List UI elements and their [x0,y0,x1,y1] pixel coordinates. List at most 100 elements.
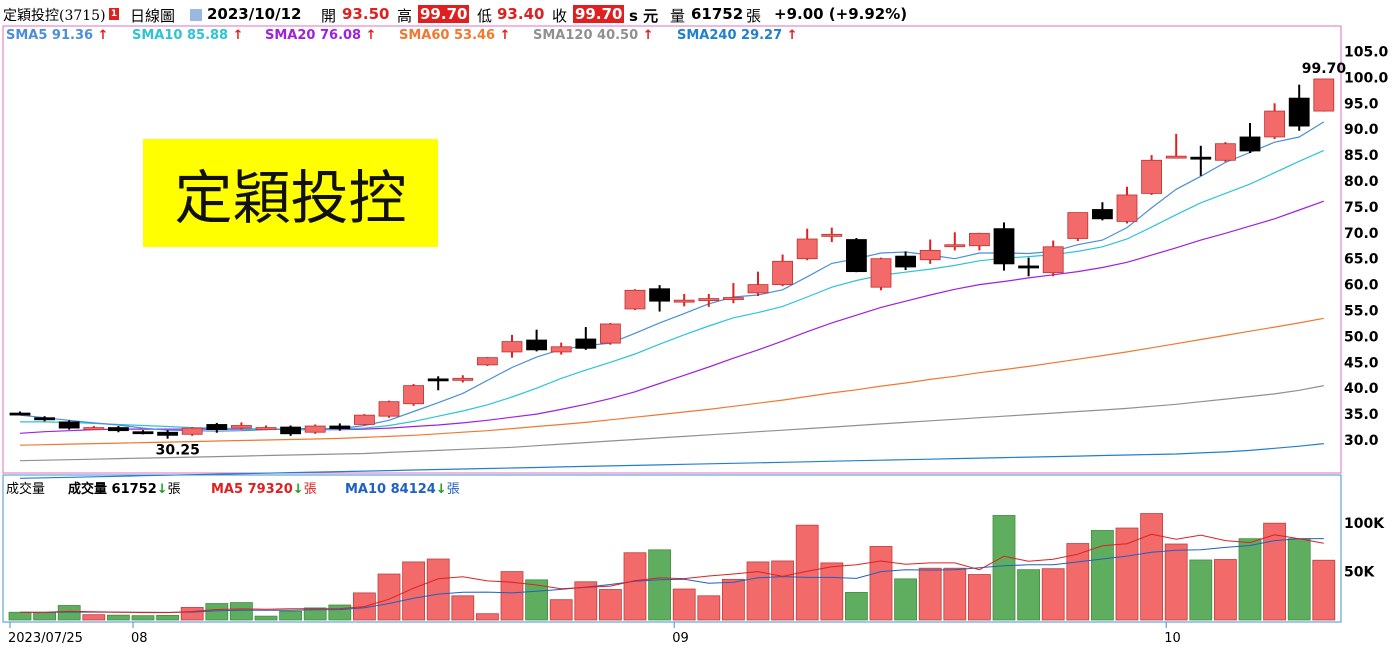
candle[interactable] [624,289,646,310]
candle[interactable] [255,425,277,431]
volume-bar[interactable] [328,604,352,621]
volume-bar[interactable] [1287,538,1311,621]
volume-bar[interactable] [968,574,991,621]
candle[interactable] [1215,142,1236,162]
volume-bar[interactable] [303,607,327,621]
volume-bar[interactable] [746,561,770,621]
volume-bar[interactable] [402,561,426,621]
volume-bar[interactable] [500,571,524,621]
candle[interactable] [280,425,302,436]
candle[interactable] [944,232,966,251]
volume-bar[interactable] [131,615,155,621]
volume-bar[interactable] [1214,559,1237,621]
candle[interactable] [230,422,252,430]
candle[interactable] [34,416,55,422]
candle[interactable] [673,293,695,307]
candle[interactable] [157,430,179,439]
volume-bar[interactable] [894,578,917,621]
volume-bar[interactable] [475,613,499,621]
candle[interactable] [403,384,425,406]
volume-bar[interactable] [377,573,401,621]
candle[interactable] [353,414,375,426]
volume-bar[interactable] [845,592,868,621]
candle[interactable] [329,423,351,431]
volume-bar[interactable] [820,562,844,621]
candle[interactable] [919,239,941,264]
candle[interactable] [108,426,129,433]
candle[interactable] [476,357,498,366]
candle[interactable] [206,422,228,433]
volume-bar[interactable] [992,515,1016,621]
volume-bar[interactable] [648,549,671,621]
candle[interactable] [1042,240,1064,277]
volume-bar[interactable] [205,603,229,621]
volume-bar[interactable] [1115,527,1139,621]
candle[interactable] [132,430,154,435]
volume-bar[interactable] [1263,522,1286,621]
candle[interactable] [9,411,31,416]
candle[interactable] [304,424,326,434]
volume-bar[interactable] [623,552,647,621]
candle[interactable] [1264,103,1285,140]
candle[interactable] [1141,155,1162,195]
volume-bar[interactable] [1312,559,1336,621]
volume-bar[interactable] [549,599,573,621]
calendar-icon[interactable] [190,9,202,21]
candle[interactable] [1018,257,1039,277]
candle[interactable] [723,283,744,304]
volume-bar[interactable] [180,607,204,621]
volume-bar[interactable] [229,602,253,621]
candle[interactable] [772,254,793,287]
candle[interactable] [452,375,474,383]
candle[interactable] [747,271,769,296]
volume-bar[interactable] [1189,559,1213,621]
volume-bar[interactable] [918,567,942,621]
candle[interactable] [1313,78,1335,112]
candle[interactable] [1067,212,1089,242]
candle[interactable] [501,334,523,358]
volume-bar[interactable] [1066,543,1090,621]
candle[interactable] [378,400,400,418]
candle[interactable] [870,257,892,291]
volume-bar[interactable] [1091,530,1114,621]
candle[interactable] [575,327,597,350]
volume-bar[interactable] [451,595,475,621]
candle[interactable] [1190,145,1212,176]
volume-bar[interactable] [1041,568,1065,621]
candle[interactable] [1092,202,1113,221]
candle[interactable] [1165,133,1187,159]
volume-bar[interactable] [8,611,32,621]
volume-bar[interactable] [57,605,81,621]
volume-bar[interactable] [599,589,622,621]
volume-bar[interactable] [525,579,548,621]
volume-bar[interactable] [82,614,106,621]
volume-bar[interactable] [254,615,278,621]
volume-bar[interactable] [1238,538,1262,621]
candle[interactable] [821,227,843,243]
candle[interactable] [993,222,1015,271]
candle[interactable] [58,420,80,430]
candle[interactable] [550,342,572,355]
volume-bar[interactable] [697,595,721,621]
volume-bar[interactable] [33,612,56,621]
candle[interactable] [427,376,449,391]
volume-bar[interactable] [869,546,893,621]
candle[interactable] [1116,186,1138,224]
candle[interactable] [796,228,818,261]
volume-bar[interactable] [771,560,794,621]
volume-bar[interactable] [672,588,696,621]
volume-bar[interactable] [156,614,180,621]
candle[interactable] [698,293,720,307]
candle[interactable] [526,329,547,352]
volume-bar[interactable] [426,558,450,621]
candle[interactable] [649,285,670,312]
candle[interactable] [969,232,990,251]
volume-bar[interactable] [107,614,130,621]
candle[interactable] [181,427,203,436]
volume-bar[interactable] [279,610,303,621]
volume-bar[interactable] [943,567,967,621]
volume-bar[interactable] [722,578,745,621]
candle[interactable] [895,251,916,271]
candle[interactable] [1288,84,1310,131]
volume-bar[interactable] [1164,543,1188,621]
